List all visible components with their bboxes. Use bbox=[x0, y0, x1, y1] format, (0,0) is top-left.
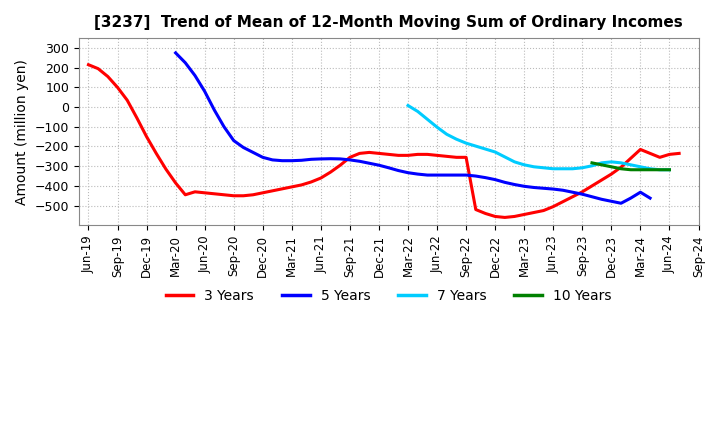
Y-axis label: Amount (million yen): Amount (million yen) bbox=[15, 59, 29, 205]
Legend: 3 Years, 5 Years, 7 Years, 10 Years: 3 Years, 5 Years, 7 Years, 10 Years bbox=[160, 283, 617, 308]
Title: [3237]  Trend of Mean of 12-Month Moving Sum of Ordinary Incomes: [3237] Trend of Mean of 12-Month Moving … bbox=[94, 15, 683, 30]
